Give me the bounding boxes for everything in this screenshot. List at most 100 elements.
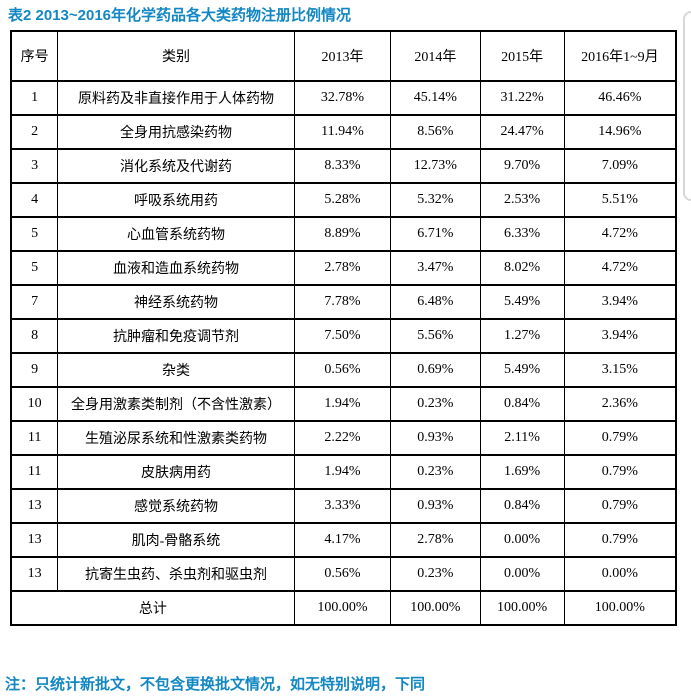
pct-2016-cell: 4.72% — [563, 250, 677, 286]
pct-2015-cell: 6.33% — [479, 216, 565, 252]
pct-2014-cell: 3.47% — [390, 250, 481, 286]
category-cell: 皮肤病用药 — [57, 454, 295, 490]
table-row: 4 呼吸系统用药 5.28% 5.32% 2.53% 5.51% — [10, 182, 677, 218]
pct-2015-cell: 2.53% — [479, 182, 565, 218]
pct-2014-cell: 5.32% — [390, 182, 481, 218]
footnote: 注：只统计新批文，不包含更换批文情况，如无特别说明，下同 — [5, 676, 426, 693]
table-body: 1 原料药及非直接作用于人体药物 32.78% 45.14% 31.22% 46.46% 2… — [10, 80, 677, 592]
pct-2015-cell: 31.22% — [479, 80, 565, 116]
total-2015-cell: 100.00% — [479, 590, 565, 626]
pct-2013-cell: 2.78% — [293, 250, 392, 286]
pct-2013-cell: 1.94% — [293, 386, 392, 422]
pct-2015-cell: 24.47% — [479, 114, 565, 150]
drug-registration-table: 序号 类别 2013年 2014年 2015年 2016年1~9月 1 原料药及非… — [10, 30, 677, 626]
category-cell: 血液和造血系统药物 — [57, 250, 295, 286]
header-category: 类别 — [57, 30, 295, 82]
pct-2013-cell: 0.56% — [293, 556, 392, 592]
table-row: 11 皮肤病用药 1.94% 0.23% 1.69% 0.79% — [10, 454, 677, 490]
pct-2013-cell: 0.56% — [293, 352, 392, 388]
category-cell: 原料药及非直接作用于人体药物 — [57, 80, 295, 116]
row-index-cell: 3 — [10, 148, 59, 184]
table-row: 5 心血管系统药物 8.89% 6.71% 6.33% 4.72% — [10, 216, 677, 252]
pct-2013-cell: 5.28% — [293, 182, 392, 218]
pct-2016-cell: 0.79% — [563, 488, 677, 524]
pct-2014-cell: 45.14% — [390, 80, 481, 116]
category-cell: 呼吸系统用药 — [57, 182, 295, 218]
header-index: 序号 — [10, 30, 59, 82]
pct-2014-cell: 0.23% — [390, 386, 481, 422]
pct-2014-cell: 0.23% — [390, 556, 481, 592]
pct-2015-cell: 5.49% — [479, 284, 565, 320]
row-index-cell: 11 — [10, 420, 59, 456]
category-cell: 生殖泌尿系统和性激素类药物 — [57, 420, 295, 456]
pct-2014-cell: 12.73% — [390, 148, 481, 184]
total-2014-cell: 100.00% — [390, 590, 481, 626]
row-index-cell: 5 — [10, 216, 59, 252]
pct-2013-cell: 11.94% — [293, 114, 392, 150]
header-2013: 2013年 — [293, 30, 392, 82]
pct-2016-cell: 3.15% — [563, 352, 677, 388]
total-2016-cell: 100.00% — [563, 590, 677, 626]
table-row: 5 血液和造血系统药物 2.78% 3.47% 8.02% 4.72% — [10, 250, 677, 286]
total-2013-cell: 100.00% — [293, 590, 392, 626]
table-row: 1 原料药及非直接作用于人体药物 32.78% 45.14% 31.22% 46.46% — [10, 80, 677, 116]
pct-2013-cell: 7.50% — [293, 318, 392, 354]
pct-2016-cell: 0.79% — [563, 420, 677, 456]
pct-2014-cell: 6.71% — [390, 216, 481, 252]
category-cell: 杂类 — [57, 352, 295, 388]
pct-2013-cell: 3.33% — [293, 488, 392, 524]
pct-2015-cell: 0.00% — [479, 556, 565, 592]
category-cell: 全身用抗感染药物 — [57, 114, 295, 150]
floating-panel-border — [683, 11, 691, 201]
row-index-cell: 7 — [10, 284, 59, 320]
pct-2014-cell: 0.93% — [390, 420, 481, 456]
pct-2013-cell: 2.22% — [293, 420, 392, 456]
pct-2013-cell: 4.17% — [293, 522, 392, 558]
pct-2014-cell: 0.23% — [390, 454, 481, 490]
table-row: 10 全身用激素类制剂（不含性激素） 1.94% 0.23% 0.84% 2.36% — [10, 386, 677, 422]
pct-2014-cell: 5.56% — [390, 318, 481, 354]
pct-2016-cell: 5.51% — [563, 182, 677, 218]
row-index-cell: 5 — [10, 250, 59, 286]
category-cell: 心血管系统药物 — [57, 216, 295, 252]
category-cell: 抗肿瘤和免疫调节剂 — [57, 318, 295, 354]
pct-2016-cell: 4.72% — [563, 216, 677, 252]
pct-2015-cell: 5.49% — [479, 352, 565, 388]
pct-2015-cell: 0.00% — [479, 522, 565, 558]
category-cell: 抗寄生虫药、杀虫剂和驱虫剂 — [57, 556, 295, 592]
row-index-cell: 8 — [10, 318, 59, 354]
table-row: 2 全身用抗感染药物 11.94% 8.56% 24.47% 14.96% — [10, 114, 677, 150]
header-2015: 2015年 — [479, 30, 565, 82]
pct-2013-cell: 7.78% — [293, 284, 392, 320]
pct-2015-cell: 0.84% — [479, 386, 565, 422]
table-row: 13 肌肉-骨骼系统 4.17% 2.78% 0.00% 0.79% — [10, 522, 677, 558]
pct-2014-cell: 0.93% — [390, 488, 481, 524]
row-index-cell: 4 — [10, 182, 59, 218]
row-index-cell: 9 — [10, 352, 59, 388]
table-total-row: 总计 100.00% 100.00% 100.00% 100.00% — [10, 590, 677, 626]
pct-2016-cell: 0.00% — [563, 556, 677, 592]
pct-2016-cell: 46.46% — [563, 80, 677, 116]
pct-2015-cell: 0.84% — [479, 488, 565, 524]
pct-2016-cell: 3.94% — [563, 284, 677, 320]
row-index-cell: 10 — [10, 386, 59, 422]
category-cell: 神经系统药物 — [57, 284, 295, 320]
pct-2016-cell: 0.79% — [563, 522, 677, 558]
pct-2015-cell: 2.11% — [479, 420, 565, 456]
pct-2016-cell: 3.94% — [563, 318, 677, 354]
table-row: 7 神经系统药物 7.78% 6.48% 5.49% 3.94% — [10, 284, 677, 320]
row-index-cell: 1 — [10, 80, 59, 116]
pct-2015-cell: 8.02% — [479, 250, 565, 286]
table-row: 3 消化系统及代谢药 8.33% 12.73% 9.70% 7.09% — [10, 148, 677, 184]
table-header-row: 序号 类别 2013年 2014年 2015年 2016年1~9月 — [10, 30, 677, 82]
header-2014: 2014年 — [390, 30, 481, 82]
pct-2015-cell: 9.70% — [479, 148, 565, 184]
pct-2016-cell: 14.96% — [563, 114, 677, 150]
category-cell: 全身用激素类制剂（不含性激素） — [57, 386, 295, 422]
category-cell: 感觉系统药物 — [57, 488, 295, 524]
pct-2016-cell: 2.36% — [563, 386, 677, 422]
table-row: 11 生殖泌尿系统和性激素类药物 2.22% 0.93% 2.11% 0.79% — [10, 420, 677, 456]
header-2016: 2016年1~9月 — [563, 30, 677, 82]
pct-2014-cell: 8.56% — [390, 114, 481, 150]
